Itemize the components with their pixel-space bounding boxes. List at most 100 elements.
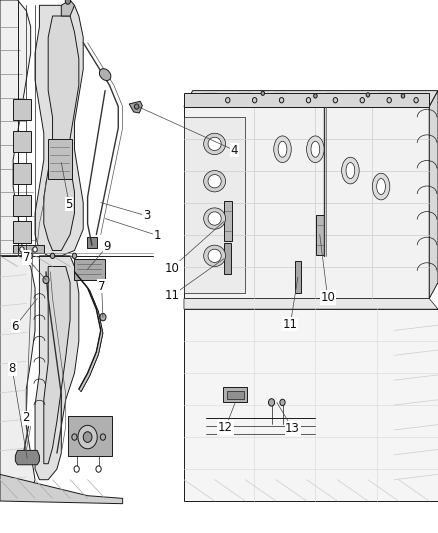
Circle shape	[43, 276, 49, 284]
Circle shape	[314, 94, 317, 98]
Ellipse shape	[346, 163, 355, 179]
Bar	[224, 201, 232, 241]
Ellipse shape	[307, 136, 324, 163]
Polygon shape	[204, 93, 217, 104]
Circle shape	[33, 247, 37, 252]
Circle shape	[72, 253, 77, 259]
Text: 7: 7	[98, 280, 106, 293]
Circle shape	[100, 434, 106, 440]
Polygon shape	[0, 474, 123, 504]
Text: 10: 10	[320, 291, 335, 304]
Circle shape	[360, 98, 364, 103]
Bar	[316, 214, 324, 254]
Ellipse shape	[204, 133, 226, 155]
Bar	[48, 139, 72, 179]
Ellipse shape	[274, 136, 291, 163]
Polygon shape	[13, 245, 44, 253]
Text: 8: 8	[9, 362, 16, 375]
Bar	[13, 163, 31, 184]
Bar	[295, 261, 301, 293]
Polygon shape	[44, 16, 79, 251]
Circle shape	[134, 104, 139, 109]
Circle shape	[366, 93, 370, 97]
Circle shape	[100, 313, 106, 321]
Ellipse shape	[208, 212, 221, 225]
Bar	[13, 99, 31, 120]
Text: 6: 6	[11, 320, 19, 333]
Text: 5: 5	[66, 198, 73, 211]
Polygon shape	[15, 450, 39, 465]
Polygon shape	[184, 298, 438, 309]
Circle shape	[74, 466, 79, 472]
Circle shape	[387, 98, 392, 103]
Polygon shape	[184, 309, 438, 501]
Polygon shape	[44, 266, 70, 464]
Polygon shape	[239, 93, 252, 104]
Bar	[74, 259, 105, 280]
Text: 9: 9	[103, 240, 111, 253]
Bar	[227, 391, 244, 399]
Text: 13: 13	[285, 422, 300, 435]
Circle shape	[414, 98, 418, 103]
Polygon shape	[35, 256, 79, 480]
Circle shape	[252, 98, 257, 103]
Ellipse shape	[342, 157, 359, 184]
Text: 11: 11	[283, 318, 298, 330]
Circle shape	[280, 399, 285, 406]
Ellipse shape	[278, 141, 287, 157]
Polygon shape	[326, 93, 339, 104]
Ellipse shape	[208, 174, 221, 188]
Circle shape	[401, 94, 405, 98]
Polygon shape	[184, 117, 245, 293]
Polygon shape	[74, 272, 103, 392]
Circle shape	[279, 98, 284, 103]
Polygon shape	[429, 91, 438, 298]
Circle shape	[28, 253, 33, 259]
Circle shape	[333, 98, 338, 103]
Ellipse shape	[204, 171, 226, 192]
Polygon shape	[35, 5, 83, 256]
Ellipse shape	[208, 249, 221, 263]
Text: 1: 1	[154, 229, 162, 242]
Text: 3: 3	[143, 209, 150, 222]
Bar	[13, 131, 31, 152]
Polygon shape	[0, 0, 31, 256]
Circle shape	[261, 91, 265, 95]
Text: 7: 7	[22, 251, 30, 264]
Circle shape	[306, 98, 311, 103]
Polygon shape	[274, 93, 287, 104]
Circle shape	[65, 0, 71, 4]
Circle shape	[226, 98, 230, 103]
Polygon shape	[184, 91, 438, 107]
Ellipse shape	[311, 141, 320, 157]
Text: 12: 12	[218, 421, 233, 434]
Ellipse shape	[208, 137, 221, 151]
Text: 11: 11	[164, 289, 179, 302]
Bar	[225, 243, 231, 274]
Bar	[13, 195, 31, 216]
Ellipse shape	[204, 245, 226, 266]
Ellipse shape	[372, 173, 390, 200]
Bar	[223, 387, 247, 402]
Polygon shape	[61, 0, 74, 16]
Polygon shape	[0, 256, 35, 496]
Bar	[184, 93, 429, 107]
Circle shape	[83, 432, 92, 442]
Circle shape	[78, 425, 97, 449]
Bar	[13, 221, 31, 243]
Bar	[68, 416, 112, 456]
Polygon shape	[129, 101, 142, 113]
Polygon shape	[379, 93, 392, 104]
Text: 2: 2	[22, 411, 30, 424]
Circle shape	[268, 399, 275, 406]
Ellipse shape	[377, 179, 385, 195]
Ellipse shape	[99, 69, 111, 80]
Circle shape	[50, 253, 55, 259]
Polygon shape	[184, 107, 429, 298]
Circle shape	[20, 247, 24, 252]
Circle shape	[96, 466, 101, 472]
Text: 10: 10	[164, 262, 179, 274]
Ellipse shape	[204, 208, 226, 229]
Polygon shape	[87, 237, 97, 248]
Circle shape	[72, 434, 77, 440]
